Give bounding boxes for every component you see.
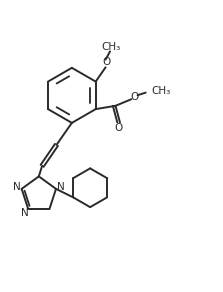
Text: CH₃: CH₃	[102, 41, 121, 52]
Text: N: N	[13, 182, 21, 192]
Text: N: N	[57, 182, 64, 192]
Text: O: O	[130, 92, 139, 102]
Text: N: N	[21, 208, 29, 218]
Text: O: O	[102, 58, 111, 67]
Text: O: O	[115, 123, 123, 133]
Text: CH₃: CH₃	[151, 86, 170, 96]
